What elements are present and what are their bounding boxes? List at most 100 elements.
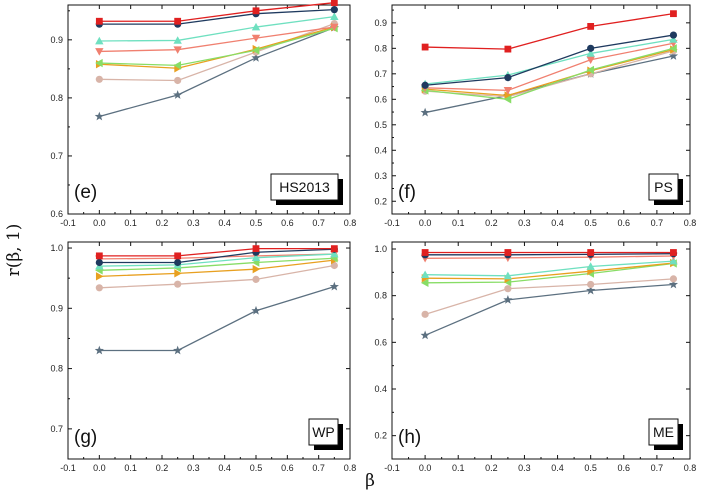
series-line [424, 283, 674, 336]
x-tick-label: 0.0 [419, 218, 432, 228]
y-tick-label: 0.2 [374, 431, 387, 441]
x-tick-label: 0.4 [551, 218, 564, 228]
series-line [425, 255, 674, 259]
square-marker [252, 245, 260, 253]
triangle-down-marker [330, 23, 339, 32]
x-tick-label: 0.2 [156, 463, 169, 473]
series-line [99, 26, 335, 69]
x-tick-label: 0.3 [187, 463, 200, 473]
square-marker [421, 249, 429, 256]
triangle-up-marker [503, 271, 513, 280]
series-line [99, 26, 335, 53]
series-line [425, 47, 674, 100]
triangle-up-marker [669, 256, 678, 265]
series-2 [421, 31, 678, 89]
series-5 [95, 24, 338, 70]
circle-marker [330, 6, 338, 14]
series-line [425, 42, 674, 92]
y-tick-label: 0.8 [374, 291, 387, 301]
x-tick-label: 0.0 [93, 463, 106, 473]
circle-marker [174, 258, 182, 267]
star-marker [420, 107, 430, 117]
dataset-label: HS2013 [279, 179, 330, 195]
series-8 [94, 281, 339, 355]
square-marker [330, 245, 338, 253]
star-marker [329, 281, 339, 291]
triangle-up-marker [586, 262, 595, 270]
circle-marker [174, 280, 182, 288]
triangle-up-marker [330, 12, 339, 20]
series-1 [95, 245, 338, 260]
series-line [99, 2, 335, 22]
star-marker [503, 295, 513, 304]
triangle-down-marker [95, 48, 104, 56]
series-7 [95, 261, 338, 292]
x-tick-label: 0.1 [124, 218, 137, 228]
triangle-left-marker [173, 61, 182, 70]
triangle-up-marker [251, 253, 261, 262]
y-tick-label: 0.9 [50, 35, 63, 45]
triangle-up-marker [586, 49, 595, 57]
y-tick-label: 0.7 [50, 424, 63, 434]
triangle-left-marker [586, 65, 595, 75]
square-marker [174, 252, 182, 260]
x-tick-label: 0.5 [250, 218, 263, 228]
x-tick-label: 0.2 [485, 218, 498, 228]
triangle-left-marker [503, 95, 512, 104]
x-tick-label: 0.2 [485, 463, 498, 473]
series-5 [420, 44, 677, 104]
square-marker [252, 7, 260, 15]
y-tick-label: 0.5 [374, 120, 387, 130]
series-line [425, 48, 674, 97]
star-marker [586, 285, 596, 295]
triangle-right-marker [174, 269, 182, 278]
triangle-left-marker [251, 46, 260, 55]
y-tick-label: 0.3 [374, 171, 387, 181]
circle-marker [669, 275, 678, 283]
panel-label: (h) [398, 427, 421, 448]
square-marker [670, 249, 677, 256]
x-tick-label: 0.2 [156, 218, 169, 228]
dataset-box [648, 173, 679, 201]
square-marker [95, 17, 103, 25]
series-2 [95, 6, 338, 28]
series-3 [420, 35, 678, 88]
triangle-up-marker [173, 36, 182, 44]
triangle-up-marker [420, 270, 430, 279]
dataset-box [648, 418, 679, 446]
x-tick-label: 0.8 [344, 463, 357, 473]
y-tick-label: 0.8 [374, 43, 387, 53]
series-line [99, 247, 335, 257]
triangle-up-marker [251, 22, 261, 31]
triangle-down-marker [586, 56, 595, 64]
star-marker [420, 330, 430, 340]
square-marker [421, 43, 429, 51]
dataset-label: PS [654, 179, 673, 195]
y-tick-label: 0.6 [50, 209, 63, 219]
circle-marker [669, 31, 678, 39]
series-line [99, 27, 335, 118]
star-marker [94, 111, 104, 121]
series-line [425, 13, 674, 50]
circle-marker [252, 275, 260, 283]
y-tick-label: 0.7 [50, 151, 63, 161]
y-tick-label: 0.4 [374, 145, 387, 155]
x-tick-label: 0.5 [250, 463, 263, 473]
y-tick-label: 0.9 [50, 303, 63, 313]
triangle-left-marker [669, 44, 677, 53]
circle-marker [421, 310, 429, 318]
series-3 [95, 12, 339, 45]
x-tick-label: 0.8 [344, 218, 357, 228]
circle-marker [174, 76, 182, 85]
star-marker [251, 305, 261, 315]
dataset-box [270, 173, 339, 201]
square-marker [670, 10, 677, 18]
x-tick-label: -0.1 [384, 218, 400, 228]
triangle-right-marker [504, 91, 513, 100]
x-tick-label: 0.4 [218, 218, 231, 228]
series-line [425, 260, 674, 277]
triangle-down-marker [503, 87, 513, 95]
y-tick-label: 0.6 [374, 337, 387, 347]
series-line [425, 34, 674, 86]
